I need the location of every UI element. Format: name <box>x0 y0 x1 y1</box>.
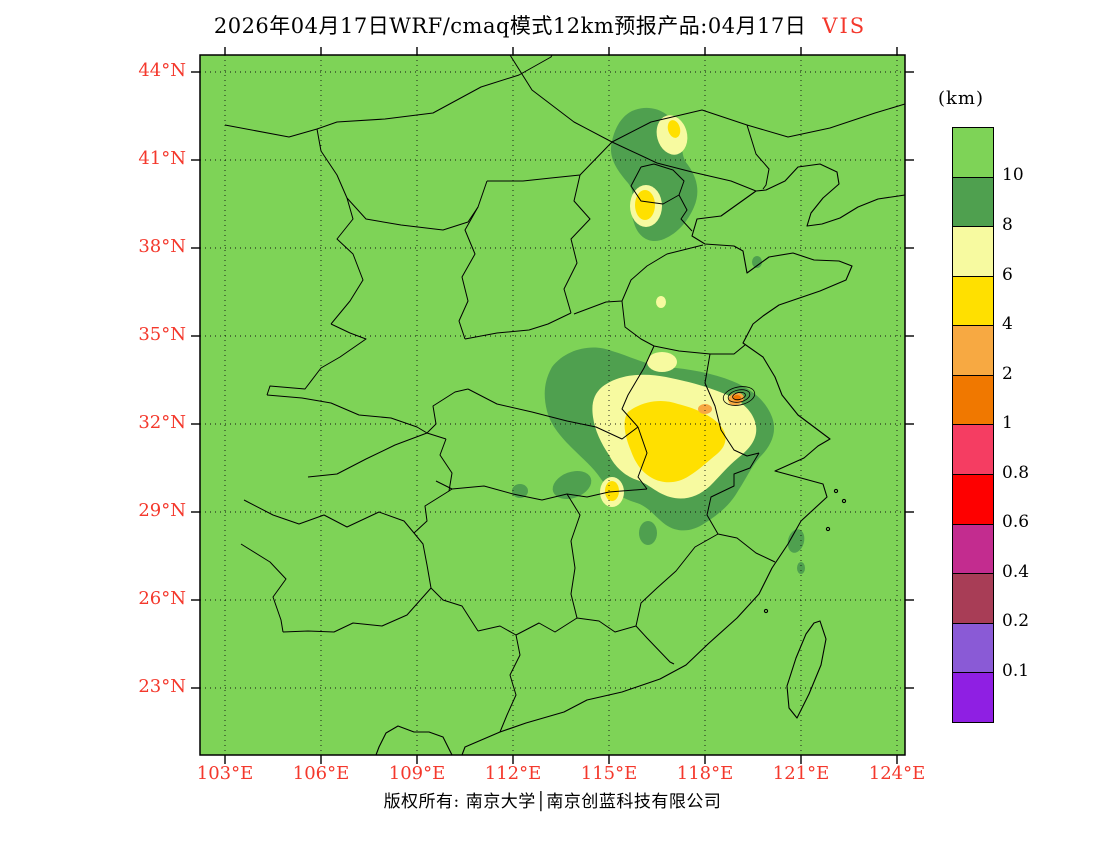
colorbar-segment <box>953 375 993 426</box>
colorbar-segment <box>953 177 993 228</box>
map-canvas <box>191 47 914 764</box>
title-main: 2026年04月17日WRF/cmaq模式12km预报产品:04月17日 <box>213 14 807 38</box>
colorbar-tick: 6 <box>1002 265 1013 285</box>
colorbar-segment <box>953 227 993 277</box>
colorbar-segment <box>953 524 993 575</box>
lon-axis-label: 112°E <box>484 763 542 784</box>
colorbar-tick: 2 <box>1002 364 1013 384</box>
lat-axis-label: 23°N <box>138 676 186 697</box>
taiwan-island <box>786 620 827 719</box>
lon-axis-label: 118°E <box>676 763 734 784</box>
colorbar-tick: 0.6 <box>1002 512 1030 532</box>
colorbar-tick: 1 <box>1002 413 1013 433</box>
map-frame <box>199 54 906 756</box>
lon-axis-label: 115°E <box>580 763 638 784</box>
colorbar-segment <box>953 574 993 624</box>
lat-axis-label: 32°N <box>138 412 186 433</box>
lat-axis-label: 44°N <box>138 60 186 81</box>
lon-axis-label: 109°E <box>388 763 446 784</box>
lon-axis-label: 121°E <box>772 763 830 784</box>
lat-axis-label: 29°N <box>138 500 186 521</box>
colorbar-segment <box>953 673 993 722</box>
colorbar-segment <box>953 276 993 327</box>
graticule-grid <box>200 55 905 755</box>
province-borders <box>224 55 905 733</box>
colorbar-segment <box>953 326 993 376</box>
copyright-footer: 版权所有: 南京大学│南京创蓝科技有限公司 <box>383 792 722 812</box>
colorbar-tick: 0.8 <box>1002 463 1030 483</box>
colorbar-tick: 0.4 <box>1002 562 1030 582</box>
colorbar-segment <box>953 475 993 525</box>
coastline <box>375 163 905 755</box>
colorbar-segment <box>953 128 993 178</box>
lat-axis-label: 38°N <box>138 236 186 257</box>
colorbar-tick: 8 <box>1002 215 1013 235</box>
contour-rings <box>722 386 756 406</box>
lon-axis-label: 103°E <box>196 763 254 784</box>
lon-axis-label: 124°E <box>868 763 926 784</box>
colorbar-tick: 0.2 <box>1002 611 1030 631</box>
lon-axis-label: 106°E <box>292 763 350 784</box>
colorbar-tick: 0.1 <box>1002 661 1030 681</box>
title-variable: VIS <box>822 14 867 38</box>
page-title: 2026年04月17日WRF/cmaq模式12km预报产品:04月17日 VIS <box>170 10 910 40</box>
colorbar-tick: 10 <box>1002 165 1024 185</box>
colorbar-tick: 4 <box>1002 314 1013 334</box>
lat-axis-label: 35°N <box>138 324 186 345</box>
colorbar-tick-labels: 10 8 6 4 2 1 0.8 0.6 0.4 0.2 0.1 <box>1002 127 1062 721</box>
lat-axis-label: 41°N <box>138 148 186 169</box>
colorbar-unit-label: (km) <box>938 88 985 109</box>
shade-4-6km <box>605 120 726 501</box>
axis-tick-marks <box>191 47 914 764</box>
colorbar-segment <box>953 425 993 476</box>
lat-axis-label: 26°N <box>138 588 186 609</box>
colorbar <box>952 127 994 723</box>
colorbar-segment <box>953 623 993 674</box>
